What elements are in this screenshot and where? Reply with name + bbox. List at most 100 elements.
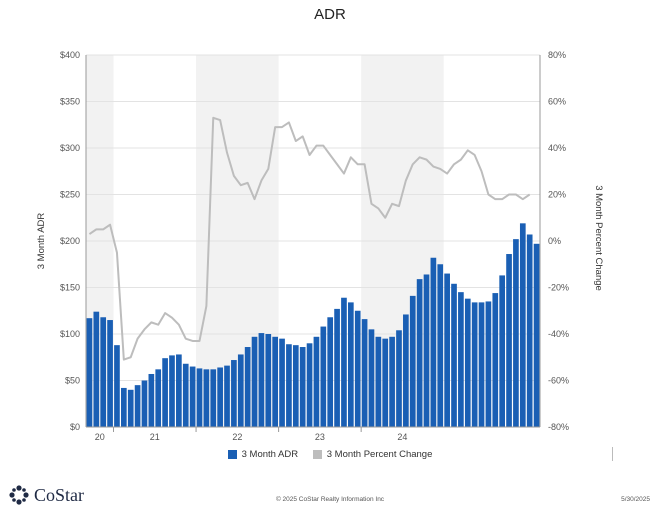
divider: [612, 447, 613, 461]
adr-bar: [244, 347, 251, 427]
copyright-text: © 2025 CoStar Realty Information Inc: [275, 496, 385, 503]
adr-bar: [334, 308, 340, 427]
adr-bar: [430, 257, 437, 427]
adr-bar: [107, 320, 113, 427]
adr-bar: [224, 365, 230, 427]
adr-bar: [451, 283, 457, 427]
adr-bar: [464, 298, 471, 427]
adr-bar: [320, 326, 327, 427]
adr-bar: [471, 302, 478, 427]
adr-bar: [526, 234, 533, 427]
right-tick-label: 20%: [548, 190, 566, 200]
adr-bar: [217, 367, 223, 427]
legend: 3 Month ADR 3 Month Percent Change: [0, 449, 660, 462]
adr-bar: [93, 311, 100, 427]
adr-bar: [292, 345, 299, 427]
adr-bar: [341, 297, 347, 427]
right-tick-label: -40%: [548, 329, 569, 339]
percent-change-line: [88, 116, 531, 361]
adr-bar: [423, 274, 430, 427]
adr-bar: [182, 363, 189, 427]
adr-bar: [389, 336, 395, 427]
legend-item-percent[interactable]: 3 Month Percent Change: [312, 449, 433, 460]
adr-bar: [141, 380, 148, 427]
right-tick-label: 40%: [548, 143, 566, 153]
left-tick-label: $100: [60, 329, 80, 339]
adr-bar: [279, 338, 285, 427]
adr-bar: [354, 310, 361, 427]
adr-bar: [478, 302, 485, 427]
left-tick-label: $50: [65, 376, 80, 386]
adr-bar: [265, 334, 272, 427]
adr-bar: [299, 347, 306, 427]
adr-bar: [396, 330, 402, 427]
right-tick-label: 0%: [548, 236, 561, 246]
adr-bar: [499, 275, 506, 427]
legend-label-percent: 3 Month Percent Change: [326, 449, 433, 460]
left-tick-label: $400: [60, 50, 80, 60]
adr-bar: [347, 302, 354, 427]
adr-bar: [120, 387, 127, 427]
adr-bar: [176, 354, 182, 427]
right-axis-title: 3 Month Percent Change: [593, 185, 604, 291]
adr-bar: [86, 318, 93, 427]
adr-bar: [403, 314, 409, 427]
adr-bar: [485, 301, 492, 427]
right-tick-label: 80%: [548, 50, 566, 60]
adr-bar: [361, 319, 368, 427]
adr-bar: [492, 293, 499, 427]
adr-bar: [189, 366, 196, 427]
x-axis: 20 21 22 23 24: [86, 426, 540, 442]
left-tick-label: $150: [60, 283, 80, 293]
adr-bar: [100, 317, 107, 427]
adr-chart: $0 $50 $100 $150 $200 $250 $300 $350 $400 -80% -6…: [36, 50, 604, 442]
adr-bar: [513, 239, 519, 427]
legend-item-adr[interactable]: 3 Month ADR: [227, 449, 299, 460]
adr-bar: [258, 333, 265, 427]
adr-bar: [506, 254, 512, 427]
right-tick-label: -20%: [548, 283, 569, 293]
adr-bar: [134, 385, 141, 427]
adr-bar: [533, 243, 540, 427]
x-tick-label: 23: [315, 432, 325, 442]
adr-bar: [416, 279, 423, 427]
x-tick-label: 21: [150, 432, 160, 442]
percent-change-series: [88, 116, 531, 361]
adr-bar: [519, 223, 526, 427]
adr-bar: [313, 336, 320, 427]
adr-bar: [382, 338, 389, 427]
adr-bar: [231, 360, 237, 427]
adr-bar: [375, 336, 382, 427]
adr-bar: [306, 343, 313, 427]
legend-swatch-adr: [227, 450, 237, 459]
adr-bar: [409, 295, 416, 427]
adr-bar: [286, 344, 292, 427]
x-tick-label: 22: [232, 432, 242, 442]
adr-bar: [272, 336, 279, 427]
x-tick-label: 24: [397, 432, 407, 442]
adr-bar: [458, 292, 464, 427]
report-date: 5/30/2025: [621, 496, 650, 503]
adr-bars: [86, 223, 540, 427]
adr-bar: [203, 369, 210, 427]
x-tick-label: 20: [95, 432, 105, 442]
legend-label-adr: 3 Month ADR: [241, 449, 299, 460]
adr-bar: [210, 369, 217, 427]
left-tick-label: $200: [60, 236, 80, 246]
left-tick-label: $0: [70, 422, 80, 432]
adr-bar: [127, 389, 134, 427]
left-axis-title: 3 Month ADR: [36, 213, 47, 270]
adr-bar: [155, 369, 162, 427]
adr-bar: [327, 317, 334, 427]
costar-logo: CoStar: [8, 484, 84, 506]
adr-bar: [169, 355, 175, 427]
logo-text: CoStar: [34, 484, 85, 505]
adr-bar: [368, 329, 375, 427]
chart-title: ADR: [314, 6, 346, 23]
adr-bar: [437, 264, 444, 427]
left-axis: $0 $50 $100 $150 $200 $250 $300 $350 $400: [60, 50, 87, 432]
adr-bar: [251, 336, 258, 427]
adr-bar: [114, 345, 120, 427]
costar-star-icon: [9, 485, 29, 505]
adr-bar: [148, 373, 155, 427]
